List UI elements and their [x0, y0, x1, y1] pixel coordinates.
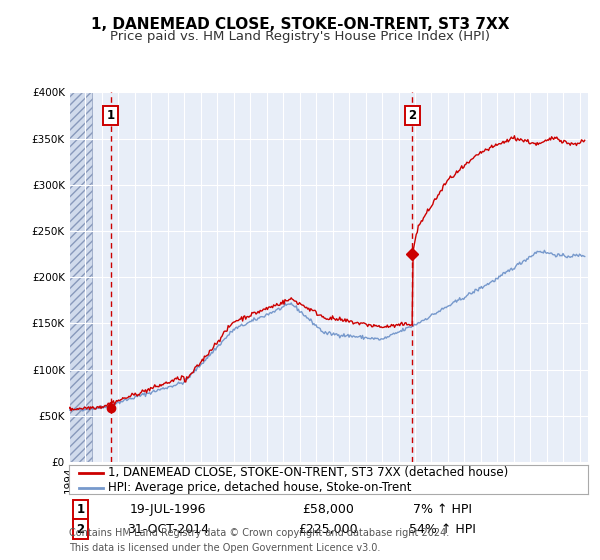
Text: £225,000: £225,000 [299, 522, 358, 536]
Text: 1, DANEMEAD CLOSE, STOKE-ON-TRENT, ST3 7XX: 1, DANEMEAD CLOSE, STOKE-ON-TRENT, ST3 7… [91, 17, 509, 32]
Bar [69, 92, 92, 462]
Text: Contains HM Land Registry data © Crown copyright and database right 2024.
This d: Contains HM Land Registry data © Crown c… [69, 529, 449, 553]
Bar [69, 92, 92, 462]
Text: £58,000: £58,000 [302, 503, 355, 516]
Text: Price paid vs. HM Land Registry's House Price Index (HPI): Price paid vs. HM Land Registry's House … [110, 30, 490, 43]
Text: 2: 2 [76, 522, 85, 536]
Text: 19-JUL-1996: 19-JUL-1996 [130, 503, 206, 516]
Text: 54% ↑ HPI: 54% ↑ HPI [409, 522, 476, 536]
Text: 31-OCT-2014: 31-OCT-2014 [127, 522, 209, 536]
Text: 2: 2 [408, 109, 416, 122]
Text: 7% ↑ HPI: 7% ↑ HPI [413, 503, 472, 516]
Text: 1, DANEMEAD CLOSE, STOKE-ON-TRENT, ST3 7XX (detached house): 1, DANEMEAD CLOSE, STOKE-ON-TRENT, ST3 7… [108, 466, 508, 479]
Text: 1: 1 [107, 109, 115, 122]
Text: 1: 1 [76, 503, 85, 516]
Text: HPI: Average price, detached house, Stoke-on-Trent: HPI: Average price, detached house, Stok… [108, 481, 412, 494]
